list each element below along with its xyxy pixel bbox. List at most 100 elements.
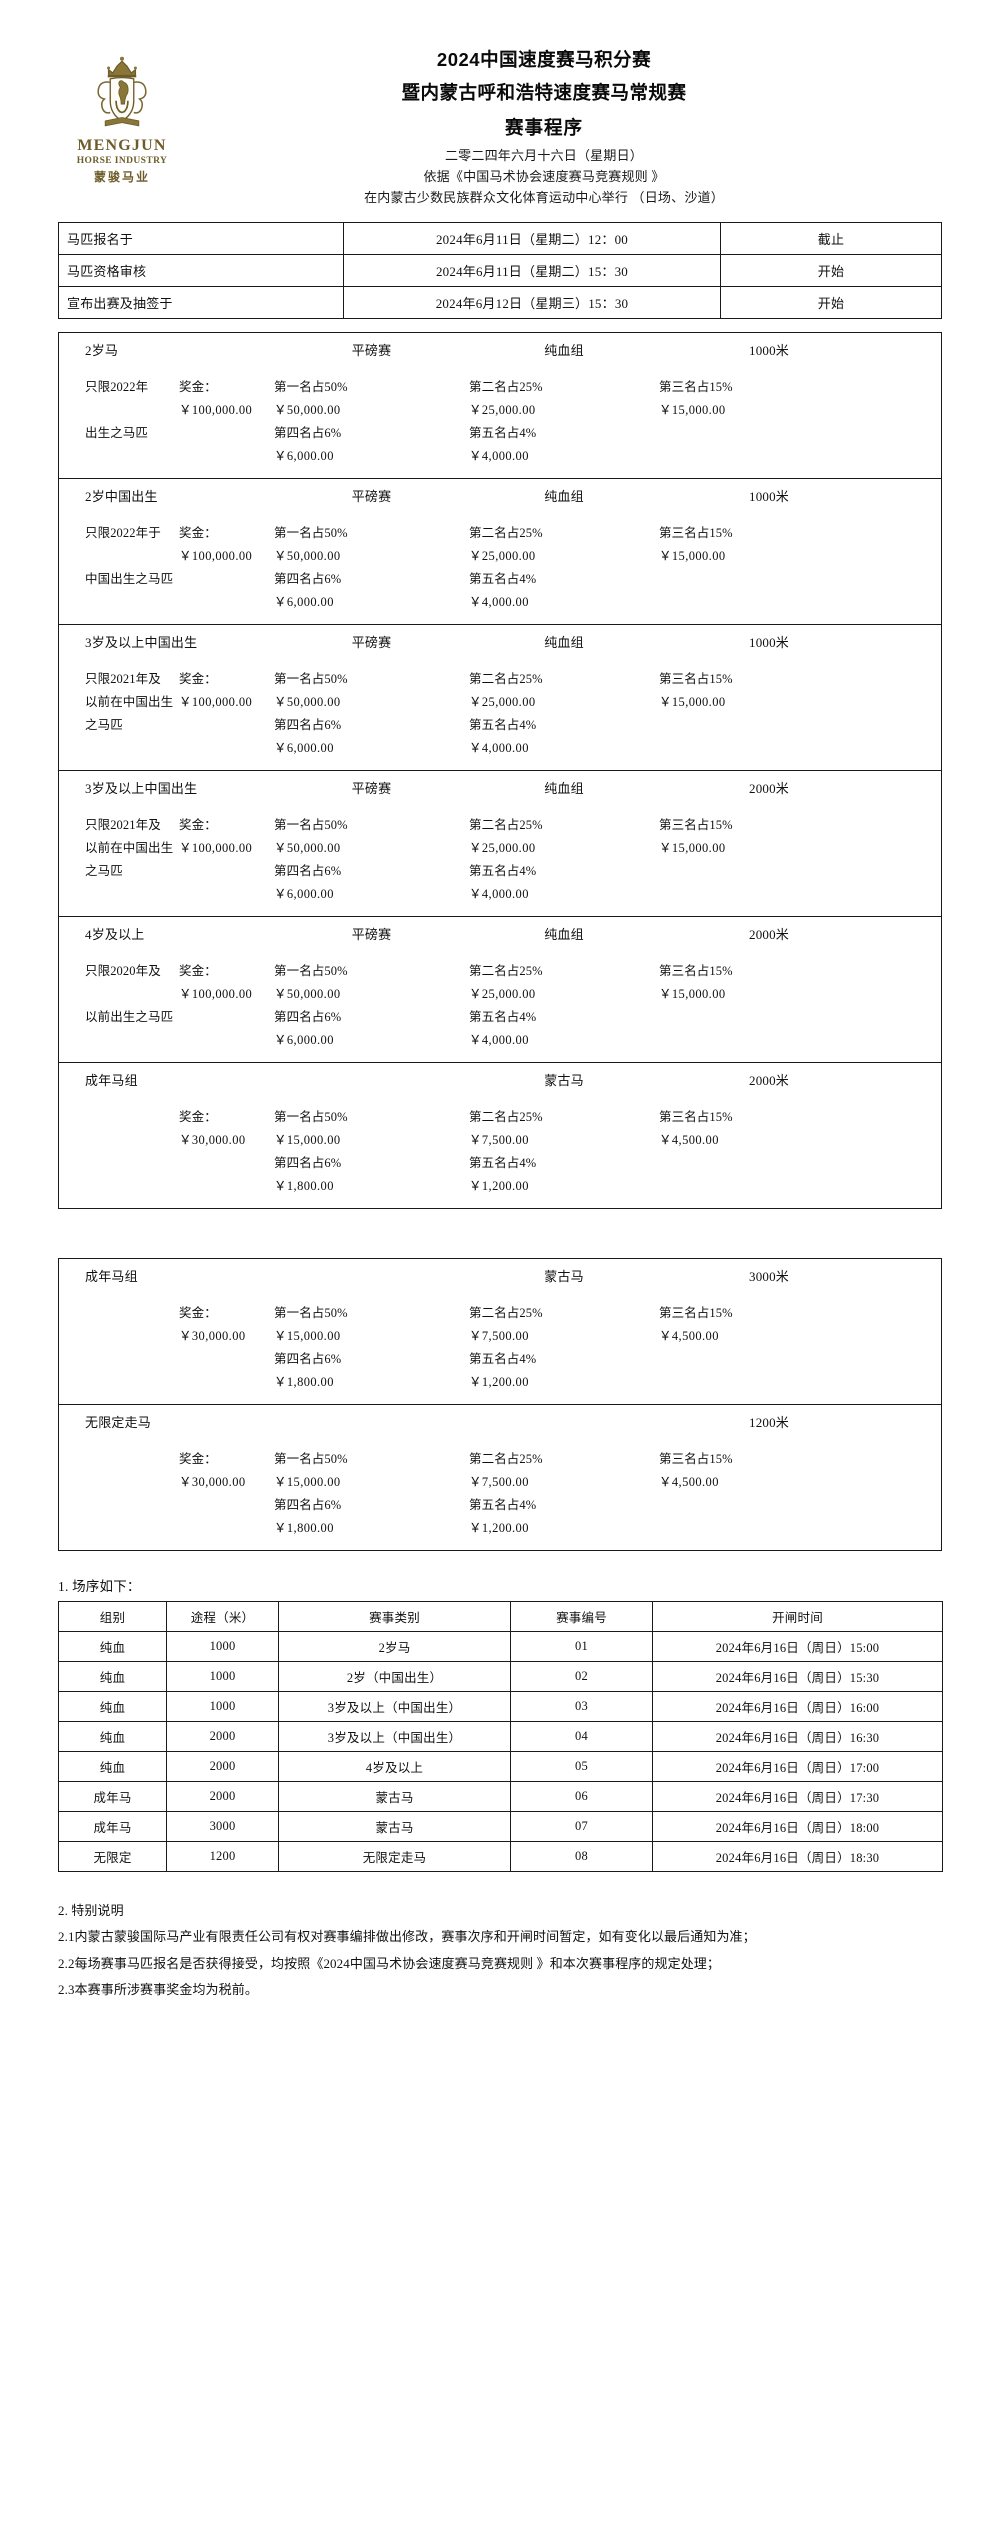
prize-3-amount: ￥15,000.00 — [659, 987, 726, 1002]
prize-3-pct: 第三名占15% — [659, 818, 733, 833]
title-block: 2024中国速度赛马积分赛 暨内蒙古呼和浩特速度赛马常规赛 赛事程序 二零二四年… — [186, 44, 942, 208]
race-distance: 1200米 — [749, 1415, 789, 1431]
table-row: 马匹报名于 2024年6月11日（星期二）12：00 截止 — [58, 222, 942, 256]
race-breed — [469, 1412, 659, 1431]
prize-4-amount: ￥1,800.00 — [274, 1179, 334, 1194]
cell-number: 08 — [510, 1841, 653, 1873]
prize-label: 奖金： — [179, 818, 217, 833]
cell-time: 2024年6月16日（周日）17:30 — [652, 1781, 943, 1813]
table-row: 纯血 1000 2岁（中国出生） 02 2024年6月16日（周日）15:30 — [58, 1661, 943, 1693]
cell-type: 3岁及以上（中国出生） — [278, 1691, 511, 1723]
race-condition: 出生之马匹 — [85, 426, 149, 441]
race-block: 成年马组 蒙古马 3000米 奖金： 第一名占50% 第二名占25% 第三名占1… — [59, 1259, 941, 1406]
cell-distance: 1000 — [166, 1691, 279, 1723]
race-breed: 纯血组 — [544, 489, 584, 505]
race-type — [274, 1070, 469, 1089]
prize-1-amount: ￥15,000.00 — [274, 1475, 341, 1490]
cell-distance: 2000 — [166, 1721, 279, 1753]
title-line-2: 暨内蒙古呼和浩特速度赛马常规赛 — [401, 81, 687, 103]
deadline-name: 马匹资格审核 — [58, 254, 344, 288]
race-breed: 蒙古马 — [544, 1073, 584, 1089]
deadline-state: 开始 — [720, 286, 942, 320]
cell-group: 纯血 — [58, 1631, 167, 1663]
race-age: 成年马组 — [85, 1073, 138, 1089]
prize-5-amount: ￥1,200.00 — [469, 1521, 529, 1536]
prize-3-pct: 第三名占15% — [659, 964, 733, 979]
race-breed: 纯血组 — [544, 781, 584, 797]
prize-1-amount: ￥50,000.00 — [274, 987, 341, 1002]
cell-type: 2岁（中国出生） — [278, 1661, 511, 1693]
prize-4-amount: ￥6,000.00 — [274, 449, 334, 464]
table-row: 无限定 1200 无限定走马 08 2024年6月16日（周日）18:30 — [58, 1841, 943, 1873]
prize-3-amount: ￥4,500.00 — [659, 1475, 719, 1490]
horse-crest-icon — [97, 56, 147, 127]
prize-4-amount: ￥6,000.00 — [274, 741, 334, 756]
deadline-name: 马匹报名于 — [58, 222, 344, 256]
prize-4-amount: ￥6,000.00 — [274, 1033, 334, 1048]
race-distance: 3000米 — [749, 1269, 789, 1285]
deadline-time: 2024年6月11日（星期二）15：30 — [343, 254, 721, 288]
prize-1-amount: ￥50,000.00 — [274, 403, 341, 418]
race-header: 3岁及以上中国出生 平磅赛 纯血组 1000米 — [59, 625, 941, 658]
race-condition: 以前出生之马匹 — [85, 1010, 174, 1025]
cell-group: 纯血 — [58, 1721, 167, 1753]
race-breed: 纯血组 — [544, 927, 584, 943]
race-type: 平磅赛 — [351, 489, 392, 505]
cell-distance: 1200 — [166, 1841, 279, 1873]
race-condition: 中国出生之马匹 — [85, 572, 174, 587]
race-header: 2岁中国出生 平磅赛 纯血组 1000米 — [59, 479, 941, 512]
prize-label: 奖金： — [179, 672, 217, 687]
prize-4-pct: 第四名占6% — [274, 864, 342, 879]
prize-3-amount: ￥4,500.00 — [659, 1329, 719, 1344]
prize-5-amount: ￥4,000.00 — [469, 887, 529, 902]
cell-time: 2024年6月16日（周日）16:30 — [652, 1721, 943, 1753]
race-block: 无限定走马 1200米 奖金： 第一名占50% 第二名占25% 第三名占15% … — [59, 1405, 941, 1550]
race-block: 2岁中国出生 平磅赛 纯血组 1000米 只限2022年于 奖金： 第一名占50… — [59, 479, 941, 626]
column-header-group: 组别 — [58, 1601, 167, 1633]
prize-3-amount: ￥15,000.00 — [659, 841, 726, 856]
schedule-table: 组别 途程（米） 赛事类别 赛事编号 开闸时间 纯血 1000 2岁马 01 2… — [58, 1601, 943, 1873]
race-distance: 1000米 — [749, 343, 789, 359]
race-breed: 蒙古马 — [544, 1269, 584, 1285]
prize-2-pct: 第二名占25% — [469, 1452, 543, 1467]
race-prizes: 奖金： 第一名占50% 第二名占25% 第三名占15% ￥30,000.00 ￥… — [59, 1292, 941, 1404]
table-row: 成年马 3000 蒙古马 07 2024年6月16日（周日）18:00 — [58, 1811, 943, 1843]
race-breed: 纯血组 — [544, 343, 584, 359]
column-header-distance: 途程（米） — [166, 1601, 279, 1633]
cell-type: 3岁及以上（中国出生） — [278, 1721, 511, 1753]
cell-time: 2024年6月16日（周日）16:00 — [652, 1691, 943, 1723]
prize-3-amount: ￥15,000.00 — [659, 549, 726, 564]
prize-2-amount: ￥25,000.00 — [469, 987, 536, 1002]
table-row: 马匹资格审核 2024年6月11日（星期二）15：30 开始 — [58, 254, 942, 288]
cell-group: 成年马 — [58, 1781, 167, 1813]
race-header: 成年马组 蒙古马 3000米 — [59, 1259, 941, 1292]
prize-label: 奖金： — [179, 1110, 217, 1125]
race-block: 3岁及以上中国出生 平磅赛 纯血组 1000米 只限2021年及 奖金： 第一名… — [59, 625, 941, 772]
cell-time: 2024年6月16日（周日）18:00 — [652, 1811, 943, 1843]
cell-number: 04 — [510, 1721, 653, 1753]
prize-4-pct: 第四名占6% — [274, 1010, 342, 1025]
race-header: 4岁及以上 平磅赛 纯血组 2000米 — [59, 917, 941, 950]
cell-type: 无限定走马 — [278, 1841, 511, 1873]
prize-5-pct: 第五名占4% — [469, 718, 537, 733]
prize-3-pct: 第三名占15% — [659, 380, 733, 395]
race-distance: 2000米 — [749, 1073, 789, 1089]
race-prizes: 只限2020年及 奖金： 第一名占50% 第二名占25% 第三名占15% ￥10… — [59, 950, 941, 1062]
cell-distance: 1000 — [166, 1631, 279, 1663]
prize-2-amount: ￥25,000.00 — [469, 403, 536, 418]
title-line-3: 赛事程序 — [504, 116, 583, 138]
prize-4-amount: ￥6,000.00 — [274, 887, 334, 902]
prize-1-pct: 第一名占50% — [274, 1110, 348, 1125]
race-age: 成年马组 — [85, 1269, 138, 1285]
prize-total: ￥100,000.00 — [179, 549, 253, 564]
cell-group: 纯血 — [58, 1751, 167, 1783]
prize-4-pct: 第四名占6% — [274, 426, 342, 441]
cell-number: 06 — [510, 1781, 653, 1813]
table-row: 纯血 2000 3岁及以上（中国出生） 04 2024年6月16日（周日）16:… — [58, 1721, 943, 1753]
race-header: 成年马组 蒙古马 2000米 — [59, 1063, 941, 1096]
table-row: 纯血 1000 3岁及以上（中国出生） 03 2024年6月16日（周日）16:… — [58, 1691, 943, 1723]
prize-4-amount: ￥1,800.00 — [274, 1375, 334, 1390]
prize-total: ￥100,000.00 — [179, 841, 253, 856]
cell-type: 蒙古马 — [278, 1811, 511, 1843]
prize-2-pct: 第二名占25% — [469, 672, 543, 687]
